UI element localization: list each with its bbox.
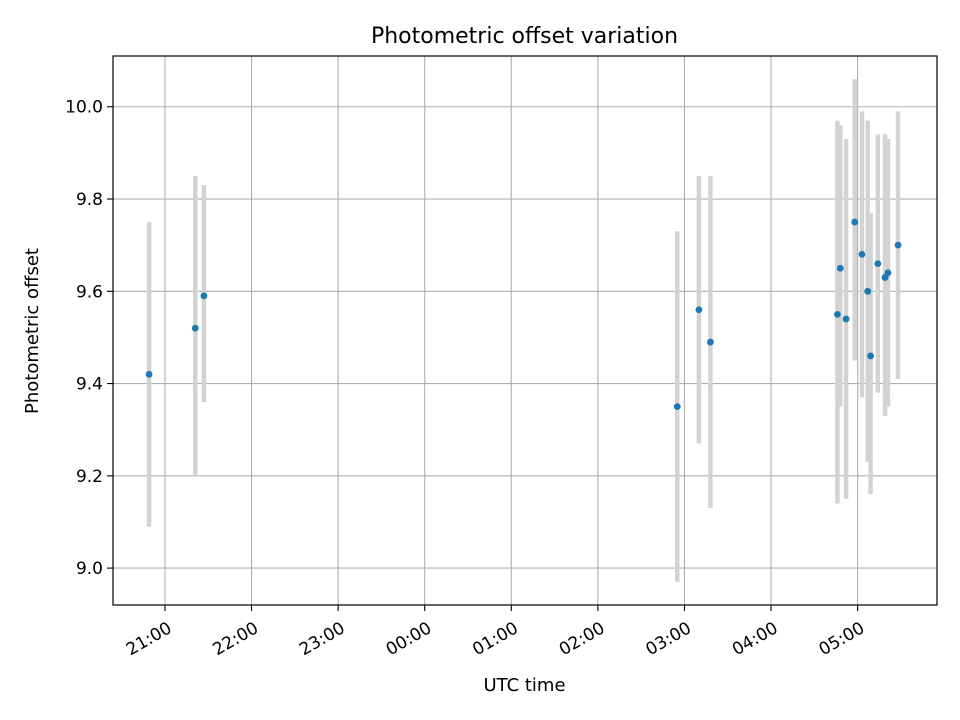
data-point	[874, 260, 882, 268]
y-axis-ticks: 9.0 9.2 9.4 9.6 9.8 10.0	[65, 98, 113, 579]
data-point	[836, 264, 844, 272]
x-axis-ticks: 21:00 22:00 23:00 00:00 01:00 02:00 03:00 04:00…	[123, 605, 868, 660]
data-point	[200, 292, 208, 300]
x-tick-label: 03:00	[642, 618, 694, 660]
x-tick-label: 05:00	[816, 618, 868, 660]
y-tick-label: 9.8	[76, 190, 103, 210]
data-point	[894, 241, 902, 249]
plot-area-frame	[112, 55, 938, 606]
y-tick-label: 9.2	[76, 467, 103, 487]
x-tick-label: 22:00	[210, 618, 262, 660]
data-point	[145, 370, 153, 378]
data-point	[707, 338, 714, 346]
x-tick-label: 04:00	[729, 618, 781, 660]
y-tick-label: 9.0	[76, 559, 103, 579]
error-bars	[146, 79, 901, 582]
data-point	[673, 403, 681, 411]
y-tick-label: 9.4	[76, 375, 103, 395]
data-point	[851, 218, 859, 226]
x-tick-label: 00:00	[383, 618, 435, 660]
data-point	[191, 324, 199, 332]
x-tick-label: 01:00	[469, 618, 521, 660]
y-axis-label: Photometric offset	[22, 248, 43, 414]
x-axis-label: UTC time	[483, 675, 565, 696]
data-point	[867, 352, 875, 360]
data-point	[695, 306, 703, 314]
x-tick-label: 21:00	[123, 618, 175, 660]
data-point	[884, 269, 892, 277]
chart-title: Photometric offset variation	[371, 24, 678, 49]
data-point	[842, 315, 850, 323]
y-tick-label: 10.0	[65, 98, 103, 118]
y-tick-label: 9.6	[76, 282, 103, 302]
x-tick-label: 02:00	[556, 618, 608, 660]
x-tick-label: 23:00	[296, 618, 348, 660]
data-point	[858, 250, 866, 258]
data-point	[864, 287, 872, 295]
data-points	[145, 218, 902, 411]
grid	[113, 56, 937, 605]
data-point	[834, 310, 841, 318]
